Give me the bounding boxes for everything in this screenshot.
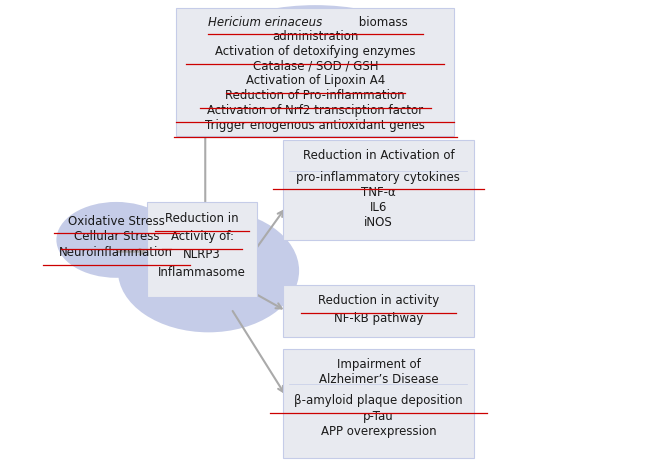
Text: administration: administration <box>272 30 359 43</box>
FancyBboxPatch shape <box>283 141 474 240</box>
Text: Cellular Stress: Cellular Stress <box>73 230 159 243</box>
Text: iNOS: iNOS <box>364 216 393 228</box>
Text: Impairment of: Impairment of <box>337 357 421 370</box>
Text: NF-kB pathway: NF-kB pathway <box>333 311 423 324</box>
Text: Activity of:: Activity of: <box>170 230 233 243</box>
Text: Activation of Nrf2 transciption factor: Activation of Nrf2 transciption factor <box>207 104 423 117</box>
FancyBboxPatch shape <box>283 349 474 458</box>
FancyBboxPatch shape <box>283 285 474 337</box>
Text: Alzheimer’s Disease: Alzheimer’s Disease <box>318 372 438 386</box>
Ellipse shape <box>118 209 299 333</box>
Text: IL6: IL6 <box>370 200 387 214</box>
Text: Oxidative Stress: Oxidative Stress <box>68 214 164 228</box>
FancyBboxPatch shape <box>176 9 454 136</box>
Text: pro-inflammatory cytokines: pro-inflammatory cytokines <box>296 170 460 183</box>
Text: Hericium erinaceus: Hericium erinaceus <box>208 16 322 29</box>
Ellipse shape <box>186 6 445 134</box>
Text: Inflammasome: Inflammasome <box>158 266 246 279</box>
Text: p-Tau: p-Tau <box>363 409 394 422</box>
Text: Catalase / SOD / GSH: Catalase / SOD / GSH <box>253 60 378 72</box>
Text: Reduction of Pro-inflammation: Reduction of Pro-inflammation <box>226 89 405 102</box>
Ellipse shape <box>57 202 176 278</box>
Text: Activation of Lipoxin A4: Activation of Lipoxin A4 <box>246 74 385 87</box>
Text: NLRP3: NLRP3 <box>183 248 221 261</box>
Text: TNF-α: TNF-α <box>361 185 396 198</box>
FancyBboxPatch shape <box>147 202 257 297</box>
Text: Reduction in activity: Reduction in activity <box>318 293 439 307</box>
Text: APP overexpression: APP overexpression <box>320 424 436 437</box>
Text: Reduction in Activation of: Reduction in Activation of <box>303 149 454 162</box>
Text: Trigger enogenous antioxidant genes: Trigger enogenous antioxidant genes <box>205 118 425 131</box>
Text: Neuroinflammation: Neuroinflammation <box>59 246 174 258</box>
Text: biomass: biomass <box>355 16 408 29</box>
Text: β-amyloid plaque deposition: β-amyloid plaque deposition <box>294 394 463 407</box>
Text: Reduction in: Reduction in <box>165 212 239 225</box>
Text: Activation of detoxifying enzymes: Activation of detoxifying enzymes <box>215 45 415 58</box>
